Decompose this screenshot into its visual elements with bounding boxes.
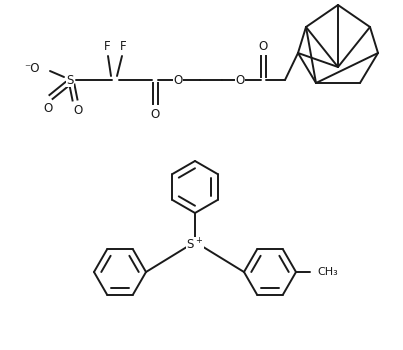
Text: O: O: [258, 40, 268, 52]
Text: F: F: [104, 41, 110, 54]
Text: O: O: [150, 107, 160, 120]
Text: O: O: [44, 102, 53, 114]
Text: F: F: [120, 41, 126, 54]
Text: O: O: [73, 105, 83, 118]
Text: S: S: [66, 74, 74, 86]
Text: O: O: [235, 74, 245, 86]
Text: ⁻O: ⁻O: [25, 62, 40, 75]
Text: O: O: [173, 74, 183, 86]
Text: CH₃: CH₃: [317, 267, 338, 277]
Text: S$^+$: S$^+$: [187, 237, 204, 253]
